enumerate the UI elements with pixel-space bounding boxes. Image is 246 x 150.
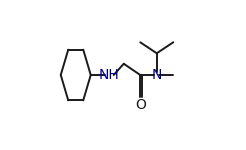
Text: NH: NH [98,68,119,82]
Text: O: O [135,98,146,112]
Text: N: N [152,68,162,82]
